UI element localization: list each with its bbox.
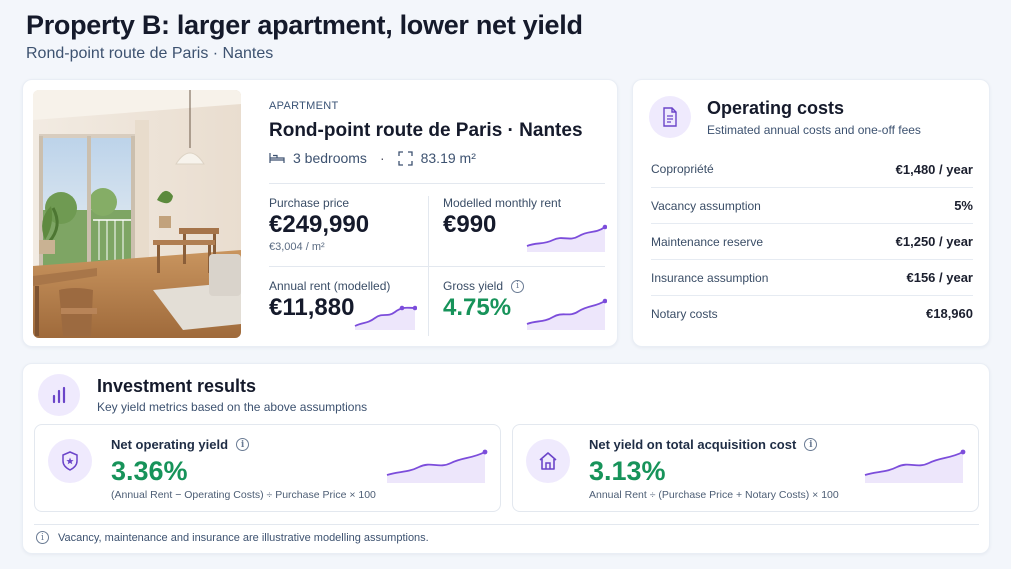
shield-star-icon: [48, 439, 92, 483]
price-per-m2: €3,004 / m²: [269, 241, 325, 253]
investment-results-card: Investment results Key yield metrics bas…: [22, 363, 990, 554]
property-photo: [33, 90, 241, 338]
monthly-rent-value: €990: [443, 211, 497, 238]
investment-results-subtitle: Key yield metrics based on the above ass…: [97, 400, 368, 414]
area-icon: [397, 150, 413, 166]
cost-value: €18,960: [926, 306, 973, 321]
annual-rent-sparkline: [354, 305, 417, 330]
operating-costs-subtitle: Estimated annual costs and one-off fees: [707, 123, 921, 137]
cost-label: Vacancy assumption: [651, 198, 761, 213]
cost-label: Maintenance reserve: [651, 234, 764, 249]
purchase-price-value: €249,990: [269, 211, 370, 238]
page-title: Property B: larger apartment, lower net …: [26, 10, 583, 40]
cost-row-maintenance: Maintenance reserve €1,250 / year: [651, 223, 973, 259]
net-yield-total-cost-formula: Annual Rent ÷ (Purchase Price + Notary C…: [589, 489, 839, 501]
page-subtitle: Rond-point route de Paris · Nantes: [26, 45, 274, 62]
net-operating-yield-label-text: Net operating yield: [111, 437, 229, 452]
cost-value: €156 / year: [906, 270, 973, 285]
net-operating-yield-formula: (Annual Rent − Operating Costs) ÷ Purcha…: [111, 489, 376, 501]
cost-label: Notary costs: [651, 306, 718, 321]
document-icon: [649, 96, 691, 138]
info-icon[interactable]: i: [236, 438, 250, 451]
info-icon: i: [36, 531, 49, 544]
investment-results-title: Investment results: [97, 376, 257, 396]
net-yield-total-cost-sparkline: [864, 449, 966, 483]
annual-rent-value: €11,880: [269, 294, 355, 321]
net-yield-total-cost-label-text: Net yield on total acquisition cost: [589, 437, 797, 452]
net-operating-yield-box: Net operating yield i 3.36% (Annual Rent…: [34, 424, 501, 512]
cost-row-vacancy: Vacancy assumption 5%: [651, 187, 973, 223]
divider: [34, 524, 979, 525]
divider: [269, 183, 605, 184]
divider: [428, 196, 429, 336]
cost-row-copropriete: Copropriété €1,480 / year: [651, 151, 973, 187]
net-operating-yield-sparkline: [386, 449, 488, 483]
gross-yield-label: Gross yield i: [443, 279, 525, 293]
gross-yield-value: 4.75%: [443, 294, 512, 321]
property-meta: 3 bedrooms · 83.19 m²: [269, 150, 476, 166]
home-icon: [526, 439, 570, 483]
cost-value: 5%: [954, 198, 973, 213]
bed-icon: [269, 152, 285, 164]
bar-chart-icon: [38, 374, 80, 416]
net-yield-total-cost-box: Net yield on total acquisition cost i 3.…: [512, 424, 979, 512]
footnote: i Vacancy, maintenance and insurance are…: [36, 531, 429, 544]
annual-rent-label: Annual rent (modelled): [269, 279, 391, 293]
cost-row-notary: Notary costs €18,960: [651, 295, 973, 331]
monthly-rent-label: Modelled monthly rent: [443, 196, 562, 210]
net-operating-yield-value: 3.36%: [111, 456, 188, 486]
gross-yield-label-text: Gross yield: [443, 279, 504, 293]
info-icon[interactable]: i: [804, 438, 818, 451]
monthly-rent-sparkline: [526, 224, 607, 252]
gross-yield-sparkline: [526, 298, 607, 330]
property-title: Rond-point route de Paris · Nantes: [269, 120, 583, 141]
net-yield-total-cost-label: Net yield on total acquisition cost i: [589, 437, 818, 452]
cost-row-insurance: Insurance assumption €156 / year: [651, 259, 973, 295]
cost-label: Insurance assumption: [651, 270, 769, 285]
net-operating-yield-label: Net operating yield i: [111, 437, 250, 452]
cost-value: €1,250 / year: [895, 234, 973, 249]
net-yield-total-cost-value: 3.13%: [589, 456, 666, 486]
divider: [269, 266, 605, 267]
cost-value: €1,480 / year: [895, 161, 973, 177]
operating-costs-title: Operating costs: [707, 98, 845, 118]
footnote-text: Vacancy, maintenance and insurance are i…: [58, 531, 429, 544]
bedrooms-count: 3 bedrooms: [293, 150, 367, 166]
property-type-label: APARTMENT: [269, 100, 339, 112]
info-icon[interactable]: i: [511, 279, 525, 293]
property-card: APARTMENT Rond-point route de Paris · Na…: [22, 79, 618, 347]
area-value: 83.19 m²: [420, 150, 476, 166]
cost-label: Copropriété: [651, 162, 714, 176]
purchase-price-label: Purchase price: [269, 196, 350, 210]
operating-costs-card: Operating costs Estimated annual costs a…: [632, 79, 990, 347]
